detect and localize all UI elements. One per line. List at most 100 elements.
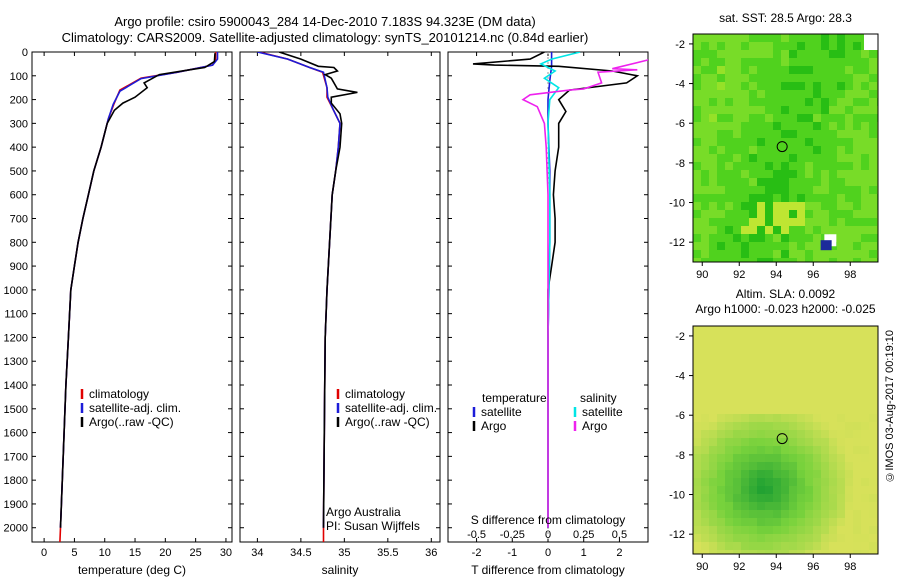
- heatmap-cell: [813, 446, 821, 454]
- heatmap-cell: [805, 494, 813, 502]
- heatmap-cell: [861, 462, 869, 470]
- heatmap-cell: [853, 146, 861, 154]
- heatmap-cell: [837, 210, 845, 218]
- heatmap-cell: [781, 398, 789, 406]
- heatmap-cell: [853, 526, 861, 534]
- heatmap-cell: [733, 534, 741, 542]
- heatmap-cell: [733, 90, 741, 98]
- heatmap-cell: [765, 58, 773, 66]
- heatmap-cell: [829, 518, 837, 526]
- heatmap-cell: [781, 478, 789, 486]
- heatmap-cell: [717, 326, 725, 334]
- heatmap-cell: [725, 258, 733, 262]
- heatmap-cell: [765, 258, 773, 262]
- x-tick-label: 1: [581, 547, 587, 559]
- heatmap-cell: [845, 406, 853, 414]
- heatmap-cell: [805, 550, 813, 554]
- heatmap-cell: [829, 186, 837, 194]
- heatmap-cell: [853, 98, 861, 106]
- heatmap-cell: [781, 162, 789, 170]
- heatmap-cell: [725, 542, 733, 550]
- heatmap-cell: [853, 334, 861, 342]
- cold-anomaly-patch: [820, 240, 832, 251]
- heatmap-cell: [837, 518, 845, 526]
- heatmap-cell: [797, 66, 805, 74]
- heatmap-cell: [709, 542, 717, 550]
- heatmap-cell: [789, 242, 797, 250]
- heatmap-cell: [725, 58, 733, 66]
- heatmap-cell: [749, 486, 757, 494]
- heatmap-cell: [741, 462, 749, 470]
- map-x-tick-label: 90: [696, 561, 708, 573]
- heatmap-cell: [821, 390, 829, 398]
- heatmap-cell: [773, 470, 781, 478]
- map-y-tick-label: -2: [675, 331, 685, 343]
- heatmap-cell: [813, 186, 821, 194]
- heatmap-cell: [725, 374, 733, 382]
- heatmap-cell: [757, 90, 765, 98]
- heatmap-cell: [821, 194, 829, 202]
- heatmap-cell: [845, 154, 853, 162]
- legend-label: satellite-adj. clim.: [89, 401, 181, 415]
- heatmap-cell: [813, 218, 821, 226]
- heatmap-cell: [869, 390, 877, 398]
- heatmap-cell: [717, 550, 725, 554]
- heatmap-cell: [725, 430, 733, 438]
- heatmap-cell: [853, 430, 861, 438]
- heatmap-cell: [709, 446, 717, 454]
- heatmap-cell: [733, 170, 741, 178]
- heatmap-cell: [741, 358, 749, 366]
- heatmap-cell: [781, 194, 789, 202]
- heatmap-cell: [733, 114, 741, 122]
- difference-panel: -2 -1 0 1 2 T difference from climatology temp…: [447, 51, 649, 577]
- map-y-tick-label: -4: [675, 371, 685, 383]
- heatmap-cell: [813, 494, 821, 502]
- heatmap-cell: [837, 454, 845, 462]
- heatmap-cell: [789, 58, 797, 66]
- heatmap-cell: [829, 122, 837, 130]
- heatmap-cell: [765, 218, 773, 226]
- heatmap-cell: [853, 218, 861, 226]
- heatmap-cell: [797, 186, 805, 194]
- heatmap-cell: [869, 234, 877, 242]
- heatmap-cell: [797, 138, 805, 146]
- heatmap-cell: [789, 162, 797, 170]
- heatmap-cell: [701, 398, 709, 406]
- heatmap-cell: [797, 98, 805, 106]
- heatmap-cell: [781, 334, 789, 342]
- heatmap-cell: [805, 454, 813, 462]
- heatmap-cell: [813, 534, 821, 542]
- heatmap-cell: [861, 210, 869, 218]
- heatmap-cell: [709, 342, 717, 350]
- heatmap-cell: [693, 494, 701, 502]
- heatmap-cell: [805, 510, 813, 518]
- heatmap-cell: [717, 66, 725, 74]
- heatmap-cell: [869, 414, 877, 422]
- heatmap-cell: [805, 382, 813, 390]
- heatmap-cell: [765, 534, 773, 542]
- heatmap-cell: [789, 510, 797, 518]
- heatmap-cell: [821, 454, 829, 462]
- heatmap-cell: [837, 202, 845, 210]
- heatmap-cell: [829, 98, 837, 106]
- heatmap-cell: [797, 50, 805, 58]
- y-tick-label: 1600: [4, 428, 28, 440]
- heatmap-cell: [741, 534, 749, 542]
- heatmap-cell: [741, 234, 749, 242]
- heatmap-cell: [749, 382, 757, 390]
- heatmap-cell: [701, 42, 709, 50]
- heatmap-cell: [829, 406, 837, 414]
- heatmap-cell: [773, 42, 781, 50]
- heatmap-cell: [741, 42, 749, 50]
- heatmap-cell: [733, 50, 741, 58]
- x-tick-label: 5: [71, 547, 77, 559]
- heatmap-cell: [829, 478, 837, 486]
- heatmap-cell: [693, 478, 701, 486]
- heatmap-cell: [805, 414, 813, 422]
- heatmap-cell: [869, 210, 877, 218]
- y-tick-label: 100: [10, 71, 28, 83]
- heatmap-cell: [797, 550, 805, 554]
- heatmap-cell: [709, 98, 717, 106]
- heatmap-cell: [869, 66, 877, 74]
- heatmap-cell: [789, 398, 797, 406]
